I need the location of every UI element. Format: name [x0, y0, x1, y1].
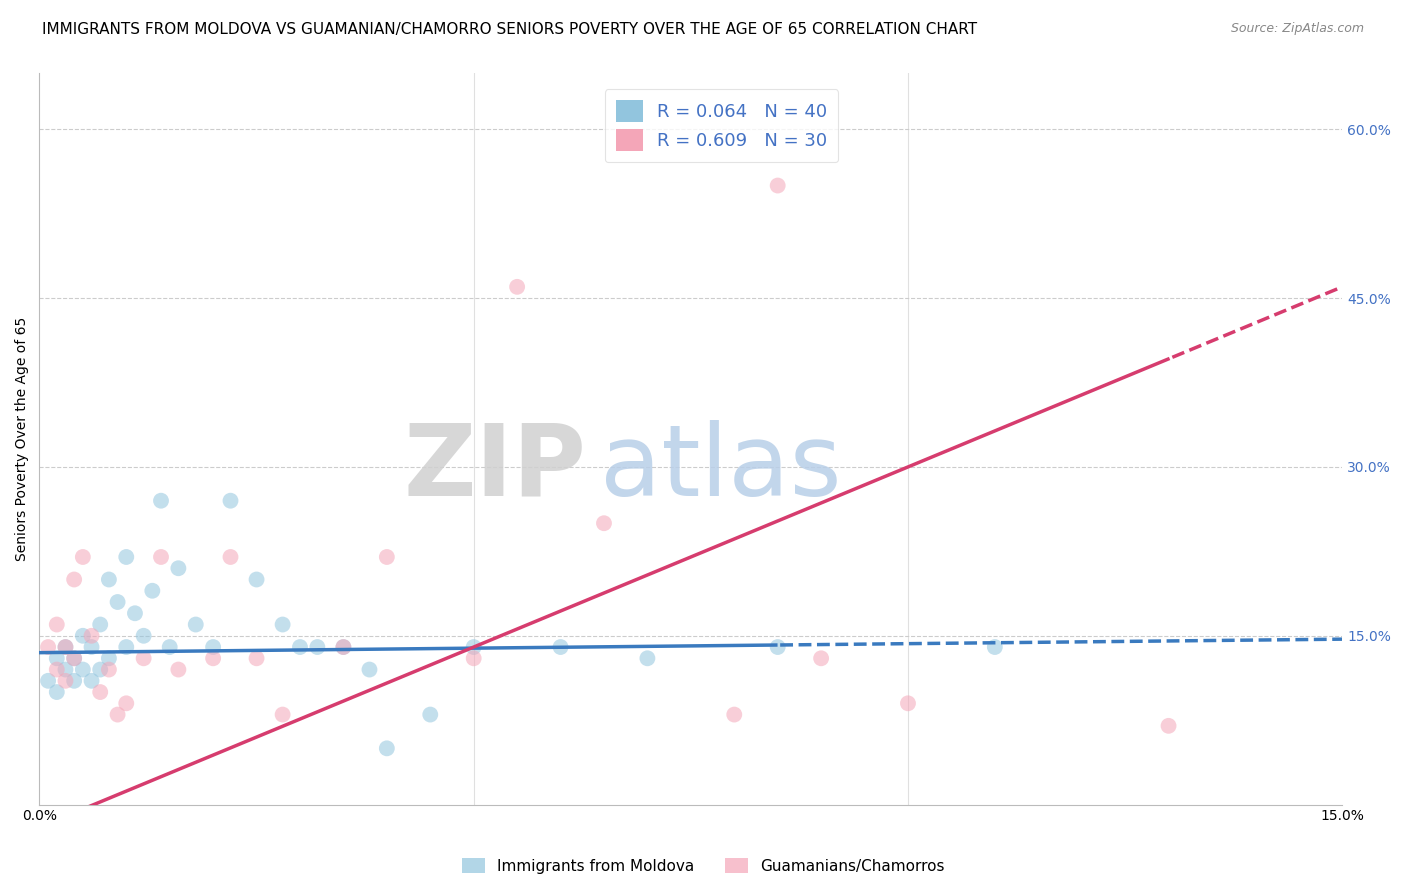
Point — [72, 629, 94, 643]
Point — [463, 651, 485, 665]
Point — [184, 617, 207, 632]
Point — [141, 583, 163, 598]
Point — [375, 741, 398, 756]
Point — [115, 640, 138, 654]
Point — [45, 685, 67, 699]
Point — [115, 549, 138, 564]
Point — [89, 685, 111, 699]
Point — [72, 663, 94, 677]
Point — [810, 651, 832, 665]
Point — [159, 640, 181, 654]
Point — [63, 573, 86, 587]
Point — [37, 640, 59, 654]
Point — [132, 629, 155, 643]
Point — [463, 640, 485, 654]
Point — [37, 673, 59, 688]
Point — [245, 651, 267, 665]
Point — [72, 549, 94, 564]
Point — [897, 696, 920, 710]
Point — [55, 663, 77, 677]
Point — [167, 561, 190, 575]
Point — [202, 651, 225, 665]
Point — [219, 493, 242, 508]
Y-axis label: Seniors Poverty Over the Age of 65: Seniors Poverty Over the Age of 65 — [15, 317, 30, 561]
Point — [506, 280, 529, 294]
Point — [202, 640, 225, 654]
Text: IMMIGRANTS FROM MOLDOVA VS GUAMANIAN/CHAMORRO SENIORS POVERTY OVER THE AGE OF 65: IMMIGRANTS FROM MOLDOVA VS GUAMANIAN/CHA… — [42, 22, 977, 37]
Point — [107, 707, 129, 722]
Point — [219, 549, 242, 564]
Point — [271, 617, 294, 632]
Point — [63, 651, 86, 665]
Point — [984, 640, 1007, 654]
Text: ZIP: ZIP — [404, 419, 586, 516]
Point — [97, 651, 120, 665]
Point — [124, 607, 146, 621]
Point — [89, 663, 111, 677]
Point — [89, 617, 111, 632]
Point — [332, 640, 354, 654]
Point — [766, 178, 789, 193]
Point — [636, 651, 658, 665]
Point — [132, 651, 155, 665]
Point — [80, 629, 103, 643]
Point — [45, 617, 67, 632]
Point — [245, 573, 267, 587]
Point — [419, 707, 441, 722]
Text: atlas: atlas — [599, 419, 841, 516]
Legend: Immigrants from Moldova, Guamanians/Chamorros: Immigrants from Moldova, Guamanians/Cham… — [456, 852, 950, 880]
Point — [766, 640, 789, 654]
Point — [115, 696, 138, 710]
Point — [150, 493, 173, 508]
Legend: R = 0.064   N = 40, R = 0.609   N = 30: R = 0.064 N = 40, R = 0.609 N = 30 — [605, 89, 838, 162]
Text: Source: ZipAtlas.com: Source: ZipAtlas.com — [1230, 22, 1364, 36]
Point — [45, 651, 67, 665]
Point — [288, 640, 311, 654]
Point — [55, 640, 77, 654]
Point — [332, 640, 354, 654]
Point — [80, 673, 103, 688]
Point — [63, 673, 86, 688]
Point — [167, 663, 190, 677]
Point — [97, 573, 120, 587]
Point — [55, 673, 77, 688]
Point — [150, 549, 173, 564]
Point — [63, 651, 86, 665]
Point — [550, 640, 572, 654]
Point — [80, 640, 103, 654]
Point — [593, 516, 616, 531]
Point — [55, 640, 77, 654]
Point — [307, 640, 329, 654]
Point — [271, 707, 294, 722]
Point — [107, 595, 129, 609]
Point — [45, 663, 67, 677]
Point — [723, 707, 745, 722]
Point — [97, 663, 120, 677]
Point — [359, 663, 381, 677]
Point — [1157, 719, 1180, 733]
Point — [375, 549, 398, 564]
